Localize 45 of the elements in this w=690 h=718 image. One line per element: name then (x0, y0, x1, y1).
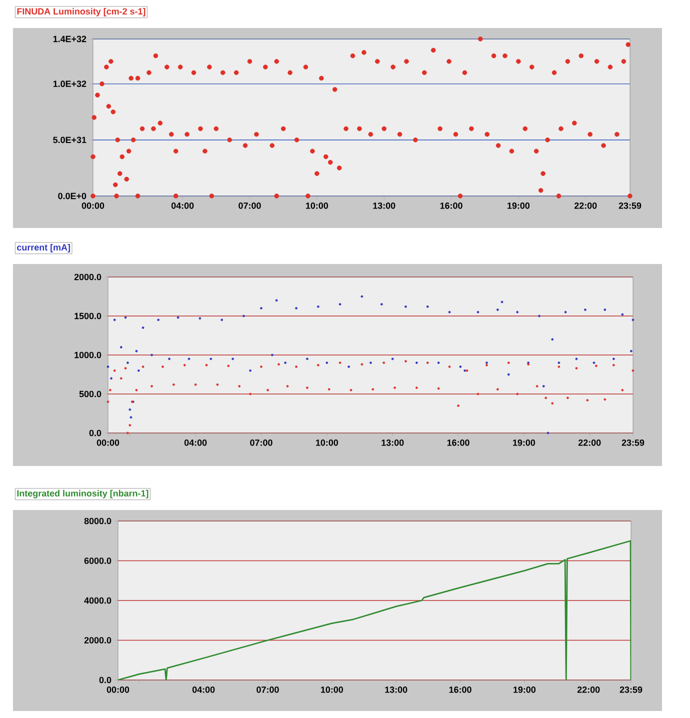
y-tick-label: 0.0 (89, 430, 102, 436)
y-tick-label: 2000.0 (84, 637, 112, 644)
x-tick-label: 13:00 (373, 202, 396, 209)
x-tick-label: 00:00 (96, 440, 120, 446)
y-tick-label: 0.0 (99, 676, 112, 684)
chart-title: FINUDA Luminosity [cm-2 s-1] (17, 8, 146, 16)
x-tick-label: 04:00 (184, 440, 207, 446)
x-tick-label: 00:00 (106, 686, 130, 693)
x-tick-label: 22:00 (574, 202, 597, 209)
x-tick-label: 00:00 (82, 202, 104, 209)
y-tick-label: 5.0E+31 (53, 136, 86, 144)
x-tick-label: 16:00 (447, 440, 470, 446)
y-tick-label: 1.0E+32 (53, 80, 86, 88)
x-tick-label: 13:00 (382, 440, 404, 446)
x-tick-label: 23:59 (618, 202, 642, 209)
chart-title: Integrated luminosity [nbarn-1] (17, 490, 148, 498)
y-tick-label: 1500.0 (74, 312, 102, 320)
y-tick-label: 0.0E+0 (58, 192, 86, 200)
x-tick-label: 22:00 (578, 440, 601, 446)
y-tick-label: 1.4E+32 (53, 36, 86, 42)
y-tick-label: 1000.0 (74, 352, 102, 358)
x-tick-label: 10:00 (321, 686, 344, 693)
x-tick-label: 22:00 (577, 686, 600, 693)
x-tick-label: 16:00 (440, 202, 462, 209)
y-tick-label: 500.0 (79, 390, 102, 398)
x-tick-label: 04:00 (171, 202, 194, 209)
x-tick-label: 10:00 (306, 202, 328, 209)
y-tick-label: 8000.0 (84, 518, 112, 524)
x-tick-label: 19:00 (508, 202, 530, 209)
y-tick-label: 4000.0 (84, 597, 112, 604)
x-tick-label: 07:00 (256, 686, 279, 693)
x-tick-label: 23:59 (620, 686, 642, 693)
x-tick-label: 07:00 (250, 440, 272, 446)
x-tick-label: 16:00 (449, 686, 472, 693)
chart-title: current [mA] (17, 244, 70, 252)
x-tick-label: 19:00 (514, 686, 536, 693)
x-tick-label: 10:00 (316, 440, 338, 446)
y-tick-label: 6000.0 (84, 558, 112, 564)
line-series (118, 540, 632, 680)
x-tick-label: 07:00 (238, 202, 261, 209)
x-tick-label: 04:00 (192, 686, 215, 693)
y-tick-label: 2000.0 (74, 274, 102, 280)
x-tick-label: 13:00 (385, 686, 408, 693)
x-tick-label: 19:00 (513, 440, 536, 446)
x-tick-label: 23:59 (622, 440, 644, 446)
